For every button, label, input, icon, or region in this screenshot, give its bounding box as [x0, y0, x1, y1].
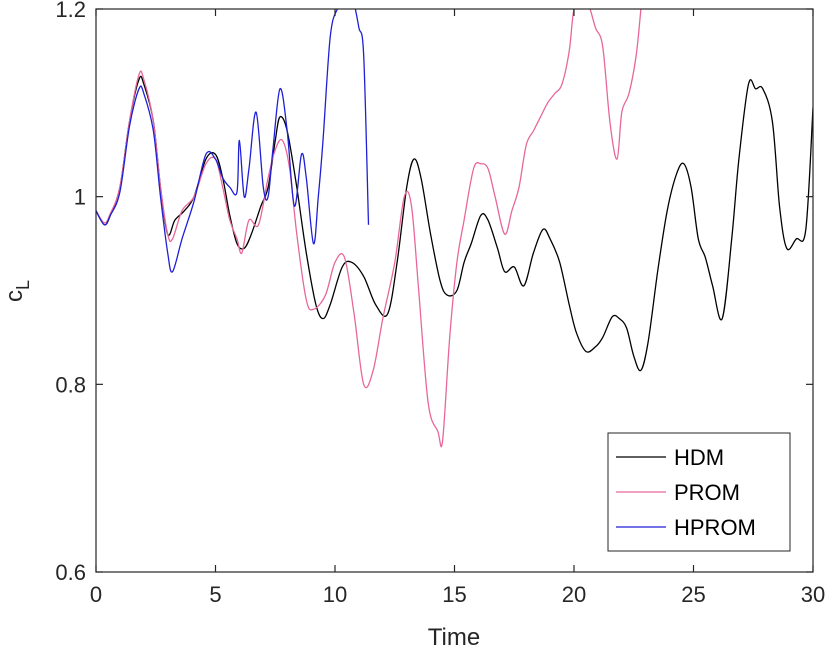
y-axis-title-main: c: [1, 290, 28, 302]
x-tick-label: 20: [562, 582, 586, 607]
legend: HDM PROM HPROM: [607, 432, 791, 552]
legend-label-prom: PROM: [674, 480, 740, 505]
y-tick-label: 0.8: [55, 372, 86, 397]
x-tick-label: 30: [801, 582, 825, 607]
x-tick-label: 15: [442, 582, 466, 607]
series-line-prom: [96, 9, 642, 448]
x-tick-label: 0: [90, 582, 102, 607]
series-line-hdm: [96, 75, 813, 372]
tick-layer: 0 5 10 15 20 25 30 0.6 0.8 1 1.2: [55, 0, 825, 607]
legend-label-hdm: HDM: [674, 445, 724, 470]
y-tick-label: 0.6: [55, 560, 86, 585]
x-tick-label: 5: [209, 582, 221, 607]
x-tick-label: 10: [323, 582, 347, 607]
legend-label-hprom: HPROM: [674, 515, 756, 540]
x-tick-label: 25: [681, 582, 705, 607]
y-axis-title-subscript: L: [13, 280, 33, 290]
x-axis-title: Time: [428, 624, 480, 650]
y-tick-label: 1: [74, 185, 86, 210]
y-tick-label: 1.2: [55, 0, 86, 22]
y-axis-title: cL: [1, 280, 33, 302]
